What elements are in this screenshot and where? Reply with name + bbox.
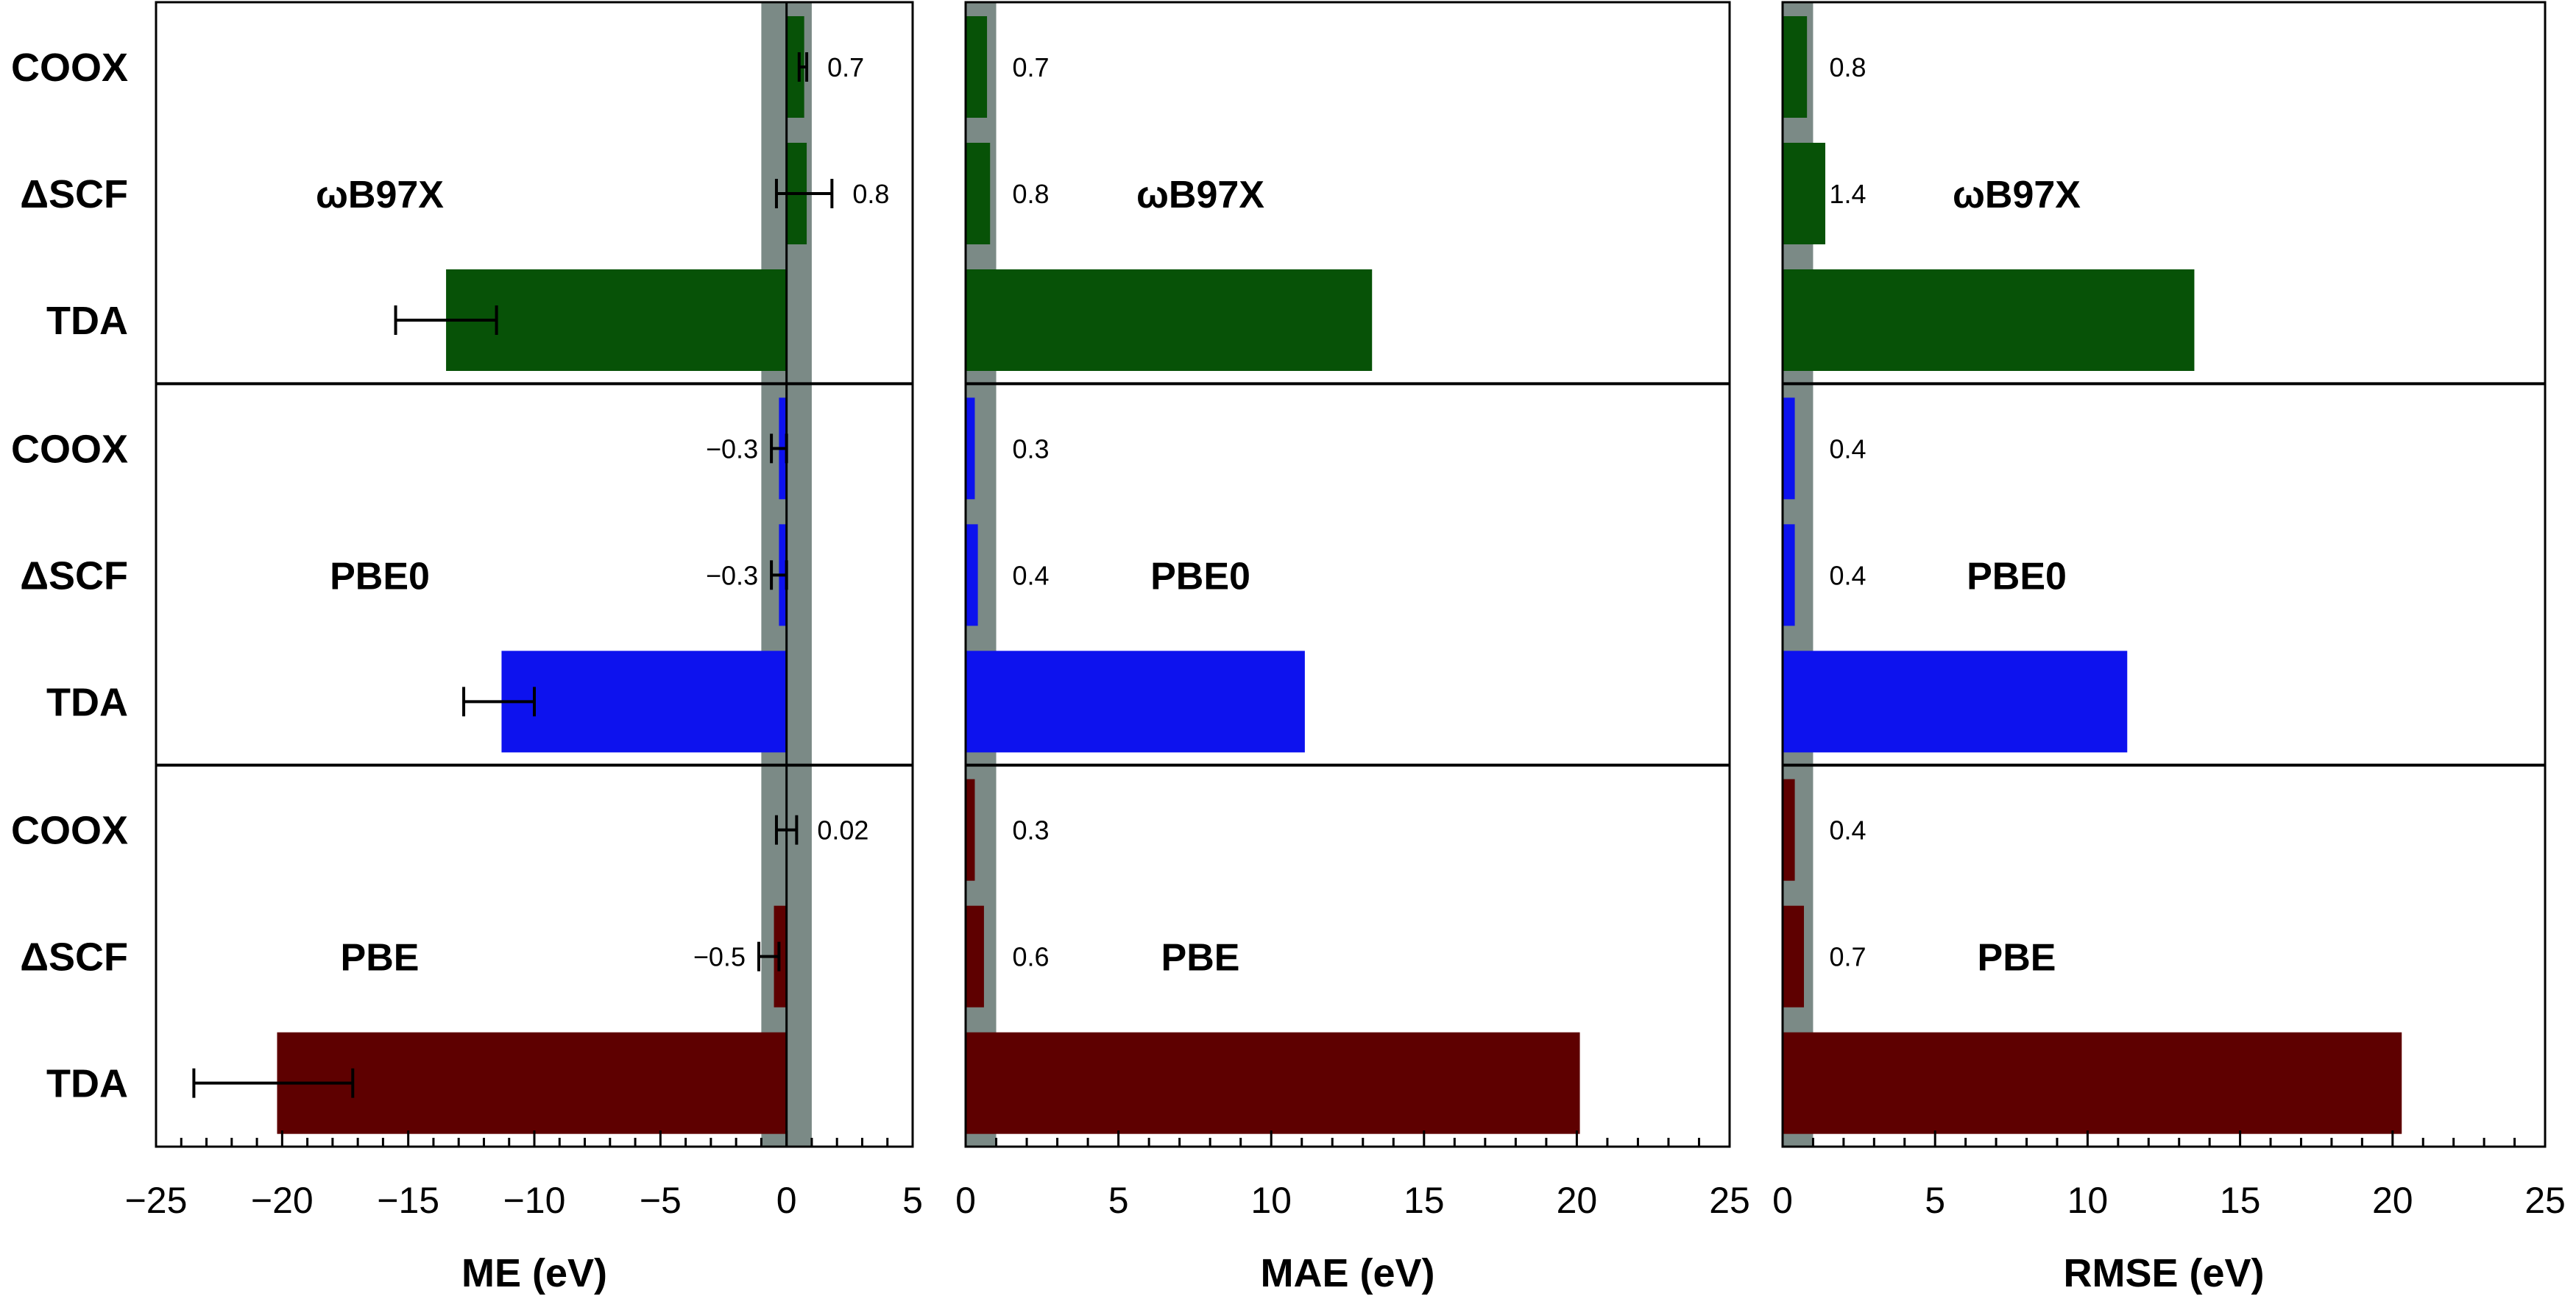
error-bar-pbe-delta-scf xyxy=(757,941,781,971)
x-tick-label: 15 xyxy=(1404,1180,1445,1221)
x-tick-label: 10 xyxy=(2067,1180,2109,1221)
data-label-pbe0-coox: 0.3 xyxy=(1013,433,1050,464)
data-label-omega-b97x-coox: 0.8 xyxy=(1829,52,1866,82)
method-label-pbe: PBE xyxy=(1161,937,1240,980)
bar-pbe0-tda xyxy=(966,651,1305,753)
error-bar-omega-b97x-tda xyxy=(394,305,498,335)
bar-pbe0-delta-scf xyxy=(966,524,978,626)
data-label-pbe-delta-scf: 0.7 xyxy=(1829,942,1866,972)
data-label-pbe0-coox: 0.4 xyxy=(1829,433,1866,464)
x-tick-label: 5 xyxy=(1108,1180,1129,1221)
category-label-pbe0-coox: COOX xyxy=(11,427,128,471)
x-tick-label: −5 xyxy=(640,1180,682,1221)
bar-pbe0-tda xyxy=(1783,651,2128,753)
category-label-omega-b97x-delta-scf: ΔSCF xyxy=(20,172,128,216)
error-bar-pbe0-tda xyxy=(462,687,536,717)
bar-pbe-coox xyxy=(1783,779,1795,881)
x-tick-label: 5 xyxy=(902,1180,923,1221)
x-axis-title: RMSE (eV) xyxy=(2063,1251,2264,1295)
method-label-pbe: PBE xyxy=(341,937,420,980)
bar-omega-b97x-tda xyxy=(1783,269,2195,371)
bar-pbe-delta-scf xyxy=(966,905,984,1008)
x-tick-label: 5 xyxy=(1925,1180,1945,1221)
x-tick-label: 0 xyxy=(776,1180,797,1221)
x-axis-title: ME (eV) xyxy=(461,1251,607,1295)
bar-pbe-tda xyxy=(1783,1032,2402,1134)
method-label-pbe0: PBE0 xyxy=(1967,555,2067,598)
bar-omega-b97x-coox xyxy=(1783,16,1808,118)
panel-frame xyxy=(964,1,1731,1148)
panel-me: 0.7 COOX 0.8 ΔSCF TDA ωB97X −0.3 COOX −0.3 ΔSCF TD… xyxy=(11,1,923,1295)
bar-pbe-coox xyxy=(966,779,975,881)
x-axis-title: MAE (eV) xyxy=(1260,1251,1434,1295)
bar-omega-b97x-delta-scf xyxy=(1783,143,1826,244)
method-label-pbe0: PBE0 xyxy=(330,555,430,598)
data-label-pbe0-delta-scf: 0.4 xyxy=(1013,560,1050,590)
x-tick-label: 20 xyxy=(2372,1180,2413,1221)
bar-pbe-tda xyxy=(966,1032,1580,1134)
bar-pbe-tda xyxy=(277,1032,787,1134)
bar-pbe0-delta-scf xyxy=(1783,524,1795,626)
bar-omega-b97x-coox xyxy=(966,16,988,118)
category-label-omega-b97x-tda: TDA xyxy=(46,299,128,343)
category-label-pbe0-delta-scf: ΔSCF xyxy=(20,553,128,598)
method-label-omega-b97x: ωB97X xyxy=(316,174,444,216)
method-label-omega-b97x: ωB97X xyxy=(1953,174,2081,216)
data-label-omega-b97x-delta-scf: 1.4 xyxy=(1829,179,1866,209)
data-label-pbe-delta-scf: 0.6 xyxy=(1013,942,1050,972)
data-label-omega-b97x-delta-scf: 0.8 xyxy=(1013,179,1050,209)
method-label-pbe0: PBE0 xyxy=(1150,555,1250,598)
x-tick-label: −15 xyxy=(377,1180,439,1221)
category-label-pbe0-tda: TDA xyxy=(46,680,128,724)
panel-frame xyxy=(1781,1,2547,1148)
data-label-pbe-coox: 0.3 xyxy=(1013,815,1050,846)
x-tick-label: 25 xyxy=(1709,1180,1750,1221)
data-label-pbe0-coox: −0.3 xyxy=(706,433,758,464)
category-label-pbe-delta-scf: ΔSCF xyxy=(20,935,128,980)
bar-pbe0-coox xyxy=(1783,397,1795,500)
bar-pbe0-tda xyxy=(501,651,787,753)
data-label-omega-b97x-coox: 0.7 xyxy=(827,52,864,82)
x-tick-label: 10 xyxy=(1250,1180,1292,1221)
x-tick-label: 0 xyxy=(955,1180,976,1221)
x-tick-label: −20 xyxy=(251,1180,314,1221)
x-tick-label: 15 xyxy=(2220,1180,2261,1221)
bar-omega-b97x-delta-scf xyxy=(966,143,991,244)
bar-omega-b97x-tda xyxy=(446,269,787,371)
error-bar-omega-b97x-coox xyxy=(797,52,809,82)
method-label-pbe: PBE xyxy=(1978,937,2056,980)
data-label-omega-b97x-coox: 0.7 xyxy=(1013,52,1050,82)
bar-pbe0-coox xyxy=(966,397,975,500)
data-label-pbe-coox: 0.02 xyxy=(817,815,868,846)
method-label-omega-b97x: ωB97X xyxy=(1136,174,1264,216)
data-label-pbe0-delta-scf: −0.3 xyxy=(706,560,758,590)
x-tick-label: 25 xyxy=(2524,1180,2566,1221)
bar-omega-b97x-tda xyxy=(966,269,1373,371)
x-tick-label: 20 xyxy=(1557,1180,1598,1221)
bar-omega-b97x-coox xyxy=(786,16,804,118)
x-tick-label: −10 xyxy=(503,1180,566,1221)
data-label-omega-b97x-delta-scf: 0.8 xyxy=(852,179,889,209)
data-label-pbe0-delta-scf: 0.4 xyxy=(1829,560,1866,590)
x-tick-label: −25 xyxy=(125,1180,188,1221)
error-bar-pbe-tda xyxy=(192,1068,355,1098)
data-label-pbe-coox: 0.4 xyxy=(1829,815,1866,846)
x-tick-label: 0 xyxy=(1772,1180,1793,1221)
category-label-pbe-coox: COOX xyxy=(11,809,128,853)
bar-pbe-delta-scf xyxy=(1783,905,1805,1008)
category-label-omega-b97x-coox: COOX xyxy=(11,46,128,90)
category-label-pbe-tda: TDA xyxy=(46,1062,128,1106)
data-label-pbe-delta-scf: −0.5 xyxy=(693,942,746,972)
